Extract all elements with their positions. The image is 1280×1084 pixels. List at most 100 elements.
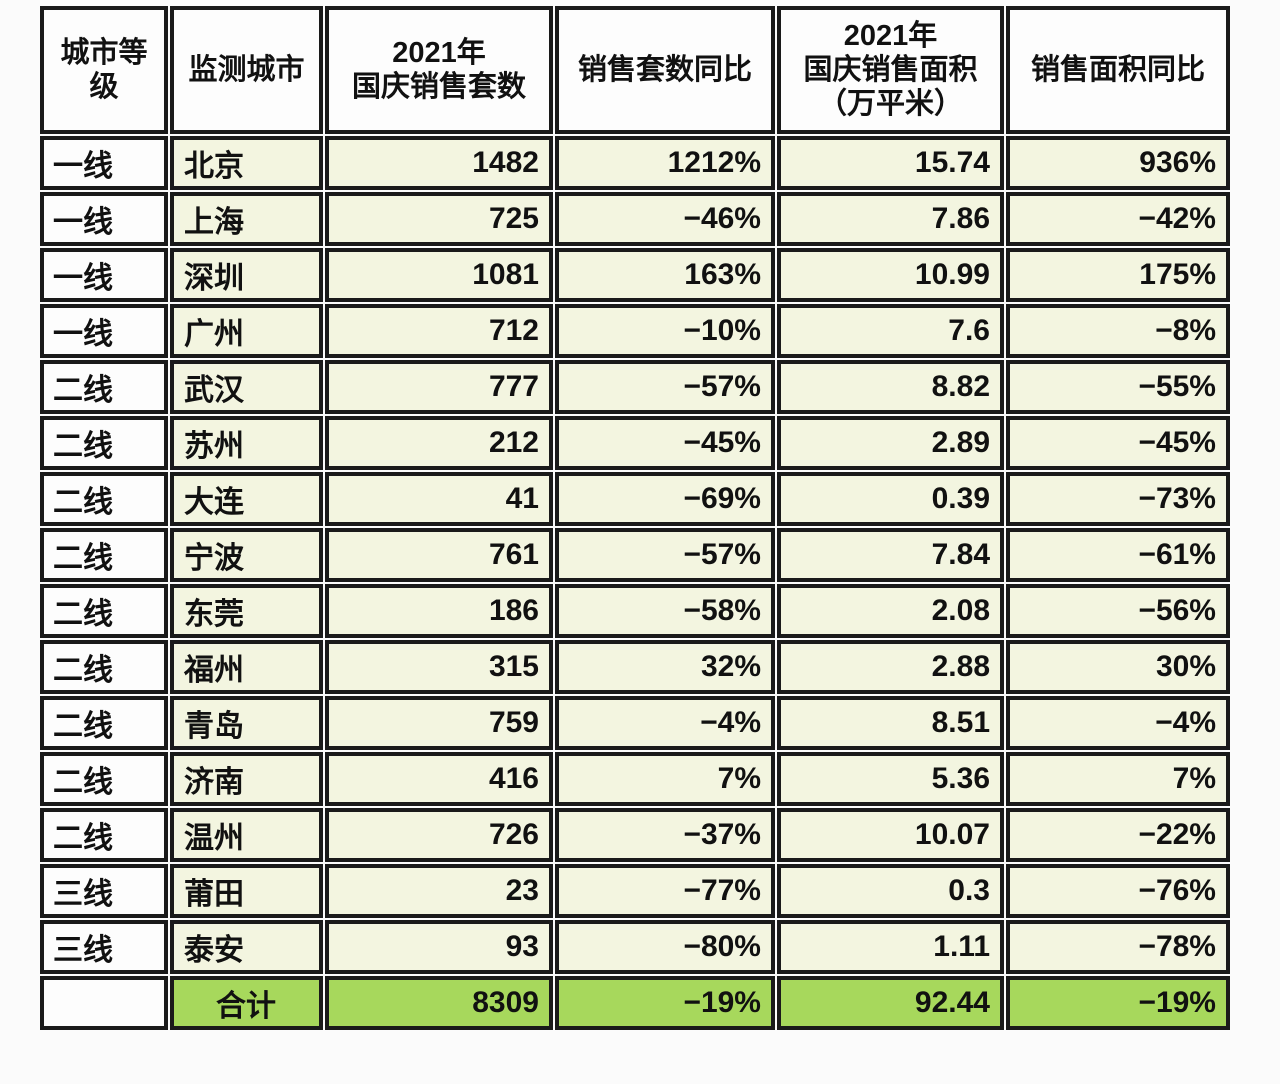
cell-area-sold: 92.44 <box>777 976 1004 1030</box>
cell-units-yoy: −77% <box>555 864 775 918</box>
cell-area-yoy: −76% <box>1006 864 1230 918</box>
cell-area-sold: 2.89 <box>777 416 1004 470</box>
cell-area-sold: 2.08 <box>777 584 1004 638</box>
table-row: 一线 上海 725 −46% 7.86 −42% <box>40 192 1230 246</box>
cell-city-name: 上海 <box>170 192 323 246</box>
cell-city-tier: 二线 <box>40 696 168 750</box>
cell-units-yoy: −4% <box>555 696 775 750</box>
table-row: 二线 青岛 759 −4% 8.51 −4% <box>40 696 1230 750</box>
cell-area-sold: 8.82 <box>777 360 1004 414</box>
cell-units-yoy: −58% <box>555 584 775 638</box>
header-area-sold: 2021年 国庆销售面积 （万平米） <box>777 6 1004 134</box>
table-row: 二线 苏州 212 −45% 2.89 −45% <box>40 416 1230 470</box>
cell-units-yoy: −10% <box>555 304 775 358</box>
header-city: 监测城市 <box>170 6 323 134</box>
header-city-tier: 城市等 级 <box>40 6 168 134</box>
table-row: 三线 泰安 93 −80% 1.11 −78% <box>40 920 1230 974</box>
cell-units-sold: 761 <box>325 528 553 582</box>
cell-units-sold: 725 <box>325 192 553 246</box>
cell-area-sold: 0.39 <box>777 472 1004 526</box>
cell-units-sold: 1482 <box>325 136 553 190</box>
table-row: 二线 武汉 777 −57% 8.82 −55% <box>40 360 1230 414</box>
cell-units-sold: 1081 <box>325 248 553 302</box>
cell-area-yoy: −42% <box>1006 192 1230 246</box>
cell-units-yoy: −45% <box>555 416 775 470</box>
sales-table-container: 城市等 级 监测城市 2021年 国庆销售套数 销售套数同比 2021年 国庆销… <box>38 4 1232 1032</box>
cell-city-tier: 二线 <box>40 640 168 694</box>
cell-city-name: 苏州 <box>170 416 323 470</box>
cell-area-yoy: 30% <box>1006 640 1230 694</box>
cell-city-tier: 一线 <box>40 248 168 302</box>
cell-units-yoy: −19% <box>555 976 775 1030</box>
cell-city-name: 宁波 <box>170 528 323 582</box>
cell-units-sold: 212 <box>325 416 553 470</box>
cell-city-tier: 二线 <box>40 472 168 526</box>
header-units-sold: 2021年 国庆销售套数 <box>325 6 553 134</box>
cell-area-sold: 7.86 <box>777 192 1004 246</box>
header-area-yoy: 销售面积同比 <box>1006 6 1230 134</box>
table-row: 二线 温州 726 −37% 10.07 −22% <box>40 808 1230 862</box>
cell-units-yoy: 1212% <box>555 136 775 190</box>
table-row: 一线 深圳 1081 163% 10.99 175% <box>40 248 1230 302</box>
table-row: 二线 大连 41 −69% 0.39 −73% <box>40 472 1230 526</box>
cell-units-yoy: 7% <box>555 752 775 806</box>
cell-area-sold: 8.51 <box>777 696 1004 750</box>
cell-units-sold: 41 <box>325 472 553 526</box>
cell-city-name: 深圳 <box>170 248 323 302</box>
cell-area-yoy: −61% <box>1006 528 1230 582</box>
table-row: 二线 福州 315 32% 2.88 30% <box>40 640 1230 694</box>
cell-units-yoy: 32% <box>555 640 775 694</box>
cell-units-yoy: −69% <box>555 472 775 526</box>
cell-area-sold: 5.36 <box>777 752 1004 806</box>
cell-city-tier: 二线 <box>40 808 168 862</box>
cell-city-tier: 二线 <box>40 360 168 414</box>
cell-city-tier: 三线 <box>40 864 168 918</box>
cell-city-name: 济南 <box>170 752 323 806</box>
total-row: 合计 8309 −19% 92.44 −19% <box>40 976 1230 1030</box>
cell-city-name: 大连 <box>170 472 323 526</box>
cell-city-name: 东莞 <box>170 584 323 638</box>
cell-city-tier: 三线 <box>40 920 168 974</box>
cell-units-yoy: −57% <box>555 528 775 582</box>
cell-city-name: 北京 <box>170 136 323 190</box>
cell-city-tier: 一线 <box>40 192 168 246</box>
cell-units-sold: 759 <box>325 696 553 750</box>
cell-units-yoy: −57% <box>555 360 775 414</box>
cell-city-tier: 二线 <box>40 416 168 470</box>
cell-units-sold: 315 <box>325 640 553 694</box>
cell-units-sold: 186 <box>325 584 553 638</box>
cell-units-sold: 712 <box>325 304 553 358</box>
cell-units-yoy: 163% <box>555 248 775 302</box>
cell-city-tier: 一线 <box>40 304 168 358</box>
cell-area-sold: 7.84 <box>777 528 1004 582</box>
cell-area-yoy: −45% <box>1006 416 1230 470</box>
cell-city-tier: 二线 <box>40 752 168 806</box>
cell-units-yoy: −46% <box>555 192 775 246</box>
cell-area-yoy: 175% <box>1006 248 1230 302</box>
header-row: 城市等 级 监测城市 2021年 国庆销售套数 销售套数同比 2021年 国庆销… <box>40 6 1230 134</box>
cell-area-yoy: −78% <box>1006 920 1230 974</box>
table-row: 三线 莆田 23 −77% 0.3 −76% <box>40 864 1230 918</box>
table-row: 二线 济南 416 7% 5.36 7% <box>40 752 1230 806</box>
cell-area-yoy: −56% <box>1006 584 1230 638</box>
cell-city-name: 合计 <box>170 976 323 1030</box>
cell-area-yoy: −22% <box>1006 808 1230 862</box>
cell-city-name: 莆田 <box>170 864 323 918</box>
cell-city-name: 泰安 <box>170 920 323 974</box>
cell-units-yoy: −37% <box>555 808 775 862</box>
cell-area-sold: 15.74 <box>777 136 1004 190</box>
cell-city-tier: 二线 <box>40 528 168 582</box>
cell-area-yoy: −73% <box>1006 472 1230 526</box>
cell-area-sold: 10.99 <box>777 248 1004 302</box>
cell-city-tier: 二线 <box>40 584 168 638</box>
header-units-yoy: 销售套数同比 <box>555 6 775 134</box>
cell-area-yoy: 7% <box>1006 752 1230 806</box>
cell-city-name: 温州 <box>170 808 323 862</box>
cell-city-name: 广州 <box>170 304 323 358</box>
cell-area-yoy: −8% <box>1006 304 1230 358</box>
cell-city-name: 武汉 <box>170 360 323 414</box>
table-row: 一线 广州 712 −10% 7.6 −8% <box>40 304 1230 358</box>
cell-units-sold: 93 <box>325 920 553 974</box>
cell-area-yoy: −19% <box>1006 976 1230 1030</box>
cell-units-sold: 726 <box>325 808 553 862</box>
